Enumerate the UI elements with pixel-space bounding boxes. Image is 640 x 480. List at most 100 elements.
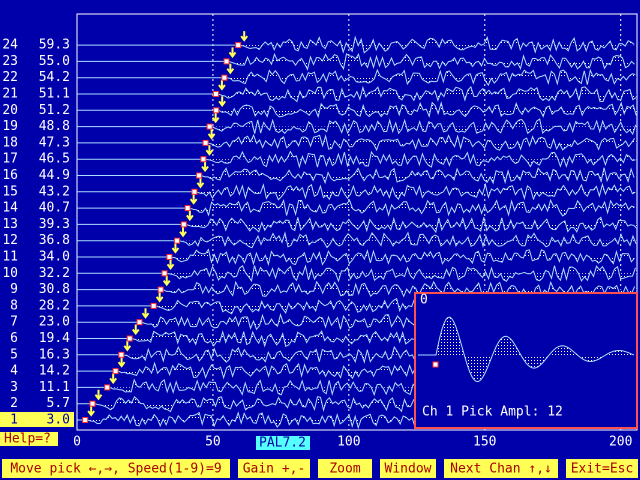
channel-number: 17 xyxy=(2,152,18,167)
channel-number: 4 xyxy=(10,364,18,379)
channel-number: 22 xyxy=(2,70,18,85)
pick-marker xyxy=(118,351,125,358)
trace xyxy=(77,167,635,185)
menu-label[interactable]: Window xyxy=(385,462,432,477)
pick-time: 14.2 xyxy=(39,364,70,379)
trace xyxy=(77,231,637,249)
pick-marker xyxy=(174,237,181,244)
channel-number: 12 xyxy=(2,233,18,248)
pick-time: 55.0 xyxy=(39,54,70,69)
pick-time: 5.7 xyxy=(47,396,70,411)
channel-number: 18 xyxy=(2,135,18,150)
pick-marker xyxy=(196,172,203,179)
menu-button[interactable] xyxy=(2,459,230,478)
trace-fill xyxy=(77,232,637,248)
pick-arrow xyxy=(94,389,103,401)
trace-fill xyxy=(77,102,637,117)
channel-number: 1 xyxy=(10,413,18,428)
trace-fill xyxy=(77,119,637,134)
trace xyxy=(77,85,637,103)
pick-arrow xyxy=(117,357,126,368)
x-tick-label: 50 xyxy=(205,435,221,450)
pick-time: 36.8 xyxy=(39,233,70,248)
menu-button[interactable] xyxy=(318,459,372,478)
pick-marker xyxy=(180,221,187,228)
trace-fill xyxy=(77,314,637,330)
trace-fill xyxy=(77,70,637,86)
pick-time: 47.3 xyxy=(39,135,70,150)
menu-label[interactable]: Move pick ←,→, Speed(1-9)=9 xyxy=(10,462,221,477)
pick-time: 23.0 xyxy=(39,315,70,330)
channel-number: 2 xyxy=(10,396,18,411)
inset-fill xyxy=(418,317,634,382)
pick-time: 39.3 xyxy=(39,217,70,232)
pick-arrow xyxy=(205,145,214,156)
menu-button[interactable] xyxy=(444,459,558,478)
pick-marker xyxy=(166,254,173,260)
menu-label[interactable]: Next Chan ↑,↓ xyxy=(450,462,552,477)
pick-marker xyxy=(206,123,213,130)
pick-arrow xyxy=(218,96,226,107)
channel-number: 9 xyxy=(10,282,18,297)
pick-time: 59.3 xyxy=(39,38,70,53)
pick-marker xyxy=(126,335,133,342)
trace xyxy=(77,264,636,283)
pick-time: 51.2 xyxy=(39,103,70,118)
trace-fill xyxy=(77,184,637,200)
channel-number: 14 xyxy=(2,201,18,216)
channel-number: 20 xyxy=(2,103,18,118)
x-tick-label: 200 xyxy=(609,435,632,450)
pick-marker xyxy=(161,270,168,277)
inset-label: 0 xyxy=(420,293,428,308)
trace xyxy=(77,280,636,299)
pick-marker xyxy=(82,417,89,423)
trace xyxy=(77,118,637,136)
menu-label[interactable]: Gain +,- xyxy=(243,462,306,477)
pick-marker xyxy=(221,74,228,81)
pick-marker xyxy=(223,58,230,65)
pick-marker xyxy=(213,107,220,114)
trace xyxy=(77,52,635,71)
trace xyxy=(77,216,638,234)
x-tick-label: 150 xyxy=(473,435,496,450)
pick-marker xyxy=(157,286,164,293)
channel-number: 23 xyxy=(2,54,18,69)
x-tick-label: 100 xyxy=(337,435,360,450)
pick-arrow xyxy=(123,340,132,352)
channel-number: 24 xyxy=(2,38,18,53)
help[interactable]: Help=? xyxy=(4,432,51,447)
pick-time: 32.2 xyxy=(39,266,70,281)
pick-marker xyxy=(202,139,209,146)
pick-marker xyxy=(191,188,198,195)
menu-label[interactable]: Zoom xyxy=(329,462,360,477)
x-tick-label: 0 xyxy=(73,435,81,450)
trace-fill xyxy=(77,331,637,347)
channel-number: 6 xyxy=(10,331,18,346)
channel-number: 7 xyxy=(10,315,18,330)
help-box[interactable] xyxy=(0,432,58,446)
pick-arrow xyxy=(218,80,226,91)
pick-time: 51.1 xyxy=(39,87,70,102)
channel-number: 10 xyxy=(2,266,18,281)
channel-number: 19 xyxy=(2,119,18,134)
pick-arrow xyxy=(201,161,209,173)
trace xyxy=(77,150,636,169)
pick-time: 40.7 xyxy=(39,201,70,216)
pick-arrow xyxy=(228,47,237,59)
menu-button[interactable] xyxy=(238,459,310,478)
menu-button[interactable] xyxy=(566,459,638,478)
channel-number: 11 xyxy=(2,250,18,265)
pick-time: 11.1 xyxy=(39,380,70,395)
pick-time: 43.2 xyxy=(39,184,70,199)
pick-arrow xyxy=(87,406,95,417)
pick-marker xyxy=(89,400,96,407)
pick-arrow xyxy=(171,243,180,254)
menu-label[interactable]: Exit=Esc xyxy=(571,462,634,477)
pick-arrow xyxy=(141,308,150,319)
menu-button[interactable] xyxy=(380,459,436,478)
pick-arrow xyxy=(109,373,117,385)
pick-arrow xyxy=(226,63,235,75)
channel-number: 15 xyxy=(2,184,18,199)
pick-arrow xyxy=(162,275,171,287)
